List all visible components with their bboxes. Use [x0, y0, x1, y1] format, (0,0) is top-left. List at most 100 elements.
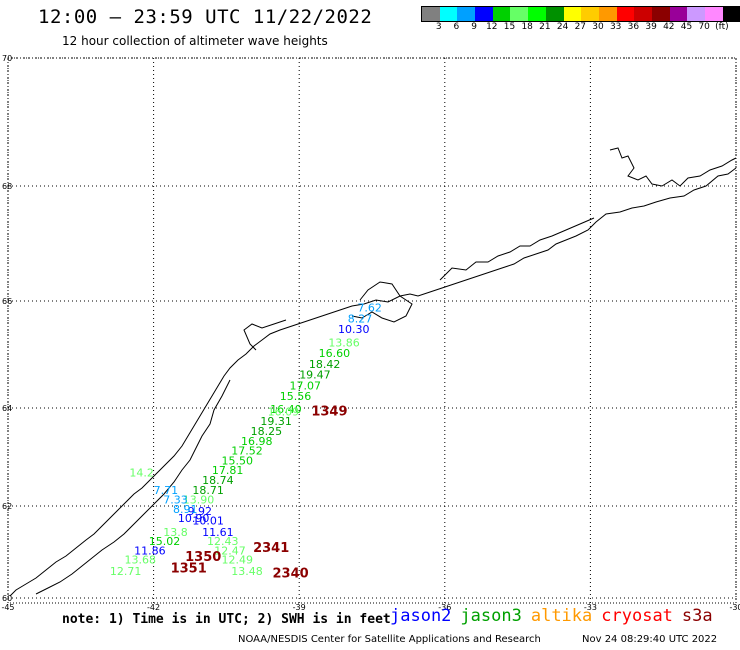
legend-tick-label: 21: [539, 22, 551, 32]
wave-height-value: 13.8: [163, 526, 188, 539]
track-time-label: 2341: [253, 541, 289, 556]
legend-swatch: [634, 7, 652, 21]
legend-tick-label: 27: [574, 22, 587, 32]
legend-tick-label: 70: [698, 22, 710, 32]
legend-tick-label: 12: [486, 22, 498, 32]
latitude-label: 66: [2, 297, 12, 306]
track-time-label: 2340: [273, 566, 309, 581]
legend-swatch: [651, 7, 670, 21]
wave-height-value: 13.48: [231, 565, 263, 578]
latitude-label: 70: [2, 54, 12, 63]
legend-tick-label: 15: [503, 22, 516, 32]
greenland-coastline: [9, 147, 737, 597]
legend-swatch: [616, 7, 635, 21]
legend-tick-label: 6: [453, 22, 460, 32]
legend-swatch: [705, 7, 723, 21]
longitude-label: -33: [584, 603, 597, 612]
wave-height-value: 18.74: [202, 474, 234, 487]
map-subtitle: 12 hour collection of altimeter wave hei…: [62, 34, 328, 48]
color-scale-labels: 3 6 9 12 15 18 21 24 27 30 33 36 39 42 45 70 (ft): [421, 22, 740, 34]
wave-height-value: 8.91: [173, 503, 198, 516]
wave-height-value: 18.71: [192, 484, 224, 497]
latitude-label: 64: [2, 404, 12, 413]
map-title: 12:00 — 23:59 UTC 11/22/2022: [38, 6, 373, 28]
latitude-label: 62: [2, 502, 12, 511]
map-frame: [7, 57, 737, 604]
wave-height-value: 14.2: [129, 467, 154, 480]
legend-swatch: [422, 7, 440, 21]
legend-tick-label: 39: [645, 22, 657, 32]
wave-height-value: 15.50: [222, 454, 254, 467]
legend-swatch: [598, 7, 617, 21]
wave-height-value: 16.40: [270, 403, 302, 416]
legend-swatch: [492, 7, 511, 21]
wave-height-value: 13.86: [328, 336, 360, 349]
legend-swatch: [475, 7, 493, 21]
longitude-label: -36: [438, 603, 451, 612]
wave-height-value: 7.62: [357, 302, 382, 315]
coastline-detail-fjords: [35, 217, 595, 595]
credit-line: NOAA/NESDIS Center for Satellite Applica…: [238, 634, 541, 645]
satellite-name: jason2: [390, 606, 452, 626]
legend-tick-label: 42: [663, 22, 675, 32]
legend-tick-label: 33: [609, 22, 622, 32]
color-scale-legend: [421, 6, 740, 22]
wave-height-value: 11.61: [202, 526, 234, 539]
legend-swatch: [439, 7, 458, 21]
wave-height-value: 16.09: [268, 405, 300, 418]
legend-tick-label: 36: [627, 22, 640, 32]
wave-height-value: 10.90: [178, 512, 210, 525]
longitude-label: -30: [729, 603, 740, 612]
wave-height-value: 17.52: [231, 445, 263, 458]
latitude-label: 68: [2, 182, 12, 191]
legend-tick-label: 24: [556, 22, 569, 32]
satellite-name: s3a: [681, 606, 713, 626]
wave-height-value: 18.25: [251, 425, 283, 438]
legend-swatch: [545, 7, 564, 21]
wave-height-value: 9.92: [188, 505, 213, 518]
wave-height-value: 15.02: [149, 535, 181, 548]
wave-height-value: 10.01: [192, 514, 224, 527]
legend-tick-label: 30: [592, 22, 604, 32]
legend-swatch: [457, 7, 476, 21]
satellite-name: cryosat: [601, 606, 673, 626]
generation-timestamp: Nov 24 08:29:40 UTC 2022: [582, 634, 718, 645]
wave-height-value: 8.27: [348, 312, 373, 325]
wave-height-value: 11.86: [134, 544, 166, 557]
legend-tick-label: 18: [521, 22, 533, 32]
legend-swatch: [528, 7, 546, 21]
wave-height-value: 16.98: [241, 435, 273, 448]
wave-height-value: 13.90: [183, 494, 215, 507]
map-graticule: 70 68 66 64 62 60-45 -42 -39 -36 -33 -30: [1, 54, 740, 612]
wave-height-value: 15.56: [280, 390, 312, 403]
satellite-name: jason3: [460, 606, 522, 626]
wave-height-value: 17.81: [212, 464, 244, 477]
legend-tick-label: 9: [471, 22, 477, 32]
wave-height-value: 19.31: [260, 415, 292, 428]
satellite-name: altika: [530, 606, 593, 626]
legend-swatch: [669, 7, 688, 21]
wave-height-value: 12.71: [110, 565, 142, 578]
wave-height-value: 10.30: [338, 323, 370, 336]
latitude-label: 60: [2, 594, 12, 603]
wave-height-value: 7.33: [163, 494, 188, 507]
wave-height-value: 7.71: [154, 484, 179, 497]
longitude-label: -39: [293, 603, 306, 612]
legend-swatch: [510, 7, 529, 21]
wave-height-value: 19.47: [299, 369, 331, 382]
track-time-label: 1351: [171, 562, 207, 577]
wave-height-value: 12.49: [222, 554, 254, 567]
wave-height-value: 16.60: [319, 347, 351, 360]
satellite-legend: jason2 jason3 altika cryosat s3a: [390, 606, 722, 626]
legend-swatch: [722, 7, 740, 21]
track-labels: 1349 1350 2341 1351 2340: [171, 404, 348, 581]
legend-swatch: [563, 7, 582, 21]
footer-note: note: 1) Time is in UTC; 2) SWH is in fe…: [62, 612, 391, 627]
longitude-label: -42: [147, 603, 160, 612]
longitude-label: -45: [1, 603, 14, 612]
wave-height-value: 18.42: [309, 358, 341, 371]
legend-tick-label: (ft): [715, 22, 729, 32]
legend-swatch: [581, 7, 599, 21]
legend-tick-label: 3: [435, 22, 442, 32]
wave-height-value: 12.47: [214, 544, 246, 557]
